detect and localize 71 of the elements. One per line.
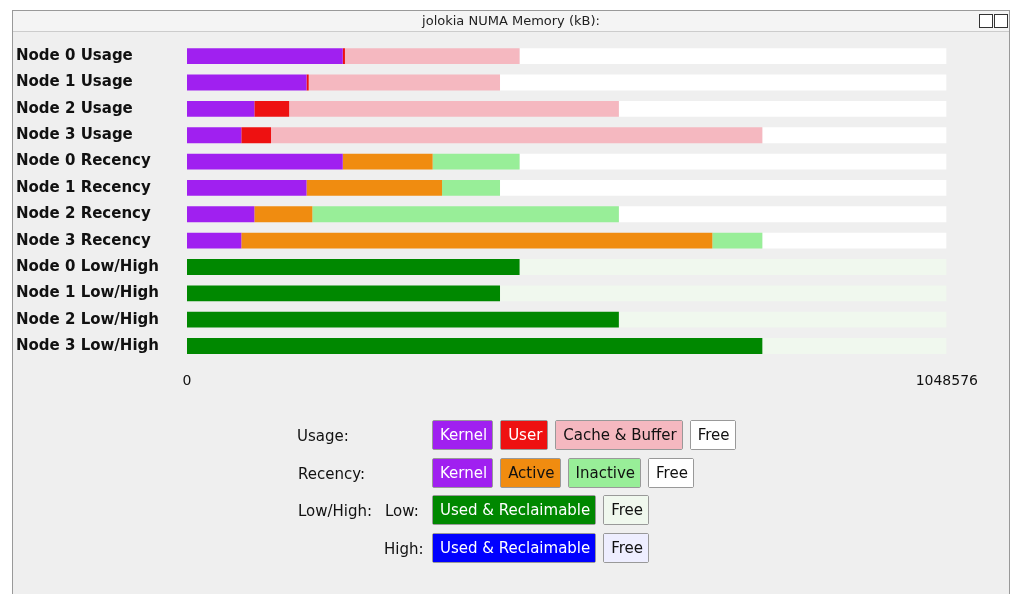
bar — [618, 311, 947, 328]
legend-label: User — [508, 426, 543, 444]
bar — [712, 232, 763, 249]
bar — [254, 100, 290, 117]
bar — [500, 180, 947, 196]
bar — [312, 206, 619, 223]
text: Usage: — [297, 427, 349, 445]
bar — [306, 180, 443, 196]
legend-label: Free — [611, 501, 644, 519]
bar — [432, 153, 520, 170]
legend-label: Inactive — [575, 463, 636, 482]
bar — [186, 311, 619, 328]
bar — [186, 285, 501, 302]
bar — [342, 153, 433, 170]
bar — [186, 100, 255, 117]
y-tick-label: Node 0 Usage — [16, 46, 133, 65]
legend-label: Used & Reclaimable — [440, 501, 591, 519]
bar — [254, 206, 313, 223]
y-tick-label: Node 2 Usage — [16, 98, 133, 117]
bar — [442, 180, 501, 196]
bar — [241, 232, 713, 249]
legend-label: Kernel — [440, 426, 488, 444]
y-tick-label: Node 3 Usage — [16, 125, 133, 144]
bar — [308, 74, 501, 91]
bar — [289, 100, 619, 117]
legend-label: Free — [611, 538, 644, 557]
bar — [186, 153, 343, 170]
bar — [342, 48, 345, 65]
text: Low/High: — [298, 502, 373, 520]
text: Low: — [385, 502, 419, 520]
bar — [519, 48, 947, 65]
bar — [618, 100, 947, 117]
bar — [186, 338, 763, 354]
bar — [618, 206, 947, 223]
bar — [186, 180, 307, 196]
y-tick-label: Node 2 Low/High — [16, 309, 159, 328]
legend-label: Used & Reclaimable — [440, 538, 591, 557]
x-tick-label: 0 — [182, 372, 192, 389]
y-tick-label: Node 3 Recency — [16, 230, 152, 249]
legend-label: Free — [656, 463, 688, 482]
y-tick-label: Node 3 Low/High — [16, 335, 159, 354]
text: Recency: — [298, 464, 366, 483]
bar — [519, 153, 947, 170]
y-tick-label: Node 2 Recency — [16, 204, 152, 223]
bar — [241, 127, 272, 144]
y-tick-label: Node 1 Recency — [16, 177, 152, 196]
bar — [186, 74, 307, 91]
y-tick-label: Node 1 Usage — [16, 72, 133, 91]
legend-label: Active — [508, 463, 555, 482]
bar — [500, 74, 947, 91]
text: High: — [384, 539, 424, 558]
y-tick-label: Node 0 Recency — [16, 151, 152, 170]
bar — [186, 127, 242, 144]
y-tick-label: Node 0 Low/High — [16, 256, 159, 275]
chart-title: jolokia NUMA Memory (kB): — [416, 13, 606, 28]
legend-label: Free — [697, 426, 730, 444]
bar — [186, 48, 343, 65]
bar — [500, 285, 947, 302]
bar — [762, 338, 947, 354]
bar — [762, 232, 947, 249]
legend-label: Kernel — [440, 463, 488, 482]
legend-label: Cache & Buffer — [563, 426, 677, 444]
bar — [271, 127, 763, 144]
x-tick-label: 1048576 — [915, 372, 979, 389]
bar — [344, 48, 520, 65]
bar — [186, 259, 520, 275]
bar — [519, 259, 947, 275]
y-tick-label: Node 1 Low/High — [16, 283, 159, 302]
bar — [762, 127, 947, 144]
bar — [186, 206, 255, 223]
bar — [186, 232, 242, 249]
